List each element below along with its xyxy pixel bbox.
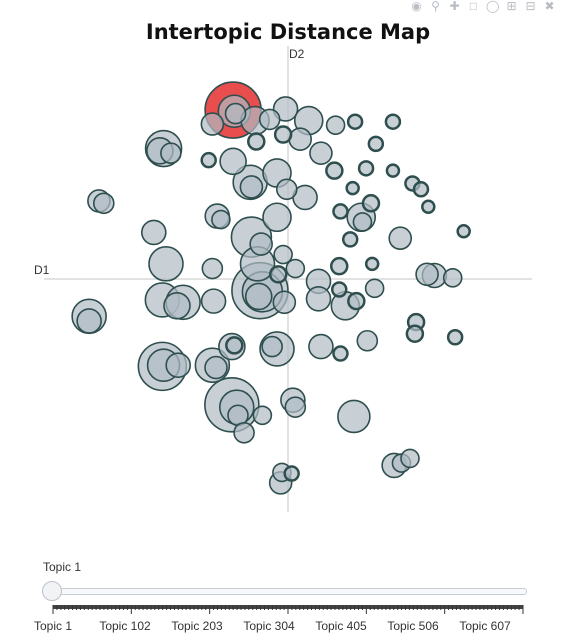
topic-bubble[interactable]: [364, 256, 380, 272]
zoom-in-icon[interactable]: ⊞: [506, 0, 517, 13]
y-axis-label: D2: [289, 47, 305, 61]
topic-bubble[interactable]: [76, 308, 102, 334]
lasso-icon[interactable]: ◯: [486, 0, 500, 13]
intertopic-map[interactable]: D1 D2: [0, 0, 564, 540]
topic-bubble[interactable]: [345, 180, 360, 196]
topic-bubble[interactable]: [405, 324, 425, 344]
topic-bubble[interactable]: [329, 256, 349, 276]
slider-ticks: [52, 605, 524, 614]
topic-bubble[interactable]: [262, 202, 292, 233]
topic-bubble[interactable]: [204, 355, 228, 380]
topic-bubble[interactable]: [283, 465, 300, 482]
topic-bubble[interactable]: [225, 336, 244, 355]
slider-current-label: Topic 1: [43, 560, 82, 574]
topic-bubble[interactable]: [332, 345, 349, 362]
topic-bubble[interactable]: [337, 399, 371, 434]
slider-tick-label[interactable]: Topic 506: [387, 619, 439, 633]
slider-tick-label[interactable]: Topic 203: [171, 619, 223, 633]
topic-bubble[interactable]: [249, 232, 273, 256]
topic-bubble[interactable]: [325, 161, 344, 180]
topic-bubble[interactable]: [252, 405, 273, 426]
topic-bubble[interactable]: [211, 209, 231, 230]
topic-bubble[interactable]: [200, 112, 225, 136]
topic-bubble[interactable]: [442, 268, 463, 288]
slider-tick-label[interactable]: Topic 405: [315, 619, 367, 633]
topic-bubble[interactable]: [421, 199, 436, 215]
topic-bubble[interactable]: [456, 223, 471, 239]
topic-bubble[interactable]: [258, 108, 281, 131]
topic-bubble[interactable]: [273, 125, 293, 144]
topic-bubble[interactable]: [412, 181, 430, 198]
topic-bubble[interactable]: [200, 151, 217, 169]
slider-tick-label[interactable]: Topic 304: [243, 619, 295, 633]
topic-bubble[interactable]: [309, 141, 333, 165]
topic-bubble[interactable]: [341, 231, 359, 248]
topic-bubble[interactable]: [268, 265, 288, 284]
topic-bubble[interactable]: [160, 142, 182, 164]
topic-slider-rail[interactable]: [43, 588, 527, 595]
topic-bubble[interactable]: [346, 113, 364, 130]
topic-bubble[interactable]: [385, 163, 401, 178]
topic-bubble[interactable]: [361, 194, 381, 213]
zoom-out-icon[interactable]: ⊟: [525, 0, 536, 13]
topic-bubble[interactable]: [165, 352, 191, 379]
box-select-icon[interactable]: □: [469, 0, 478, 13]
topic-bubble[interactable]: [356, 329, 379, 352]
slider-tick-label[interactable]: Topic 607: [459, 619, 511, 633]
topic-bubble[interactable]: [200, 288, 227, 314]
topic-bubble[interactable]: [219, 147, 247, 176]
slider-tick-label[interactable]: Topic 1: [33, 619, 73, 633]
topic-bubble[interactable]: [446, 329, 464, 346]
topic-bubble[interactable]: [364, 278, 385, 299]
topic-bubble[interactable]: [163, 291, 191, 320]
topic-bubble[interactable]: [141, 219, 167, 246]
topic-bubble[interactable]: [330, 281, 348, 298]
topic-slider-handle[interactable]: [42, 581, 62, 601]
topic-bubble[interactable]: [352, 212, 373, 232]
topic-bubble[interactable]: [285, 258, 306, 279]
topic-bubble[interactable]: [224, 102, 247, 125]
topic-bubbles[interactable]: [71, 81, 471, 495]
topic-bubble[interactable]: [92, 192, 115, 215]
topic-bubble[interactable]: [233, 421, 255, 444]
topic-bubble[interactable]: [284, 396, 307, 418]
topic-bubble[interactable]: [201, 257, 224, 280]
topic-bubble[interactable]: [261, 335, 283, 358]
topic-bubble[interactable]: [357, 160, 375, 177]
topic-bubble[interactable]: [400, 448, 420, 469]
topic-bubble[interactable]: [384, 113, 402, 130]
camera-icon[interactable]: ◉: [411, 0, 422, 13]
pan-icon[interactable]: ✚: [449, 0, 460, 13]
topic-bubble[interactable]: [388, 226, 413, 251]
topic-bubble[interactable]: [305, 286, 332, 312]
slider-tick-label[interactable]: Topic 102: [99, 619, 151, 633]
topic-bubble[interactable]: [244, 282, 273, 311]
plot-toolbar: ◉ ⚲ ✚ □ ◯ ⊞ ⊟ ✖: [410, 0, 556, 14]
autoscale-icon[interactable]: ✖: [544, 0, 555, 13]
topic-bubble[interactable]: [275, 178, 298, 201]
topic-bubble[interactable]: [332, 203, 349, 220]
topic-bubble[interactable]: [247, 132, 266, 151]
topic-bubble[interactable]: [272, 96, 299, 122]
topic-bubble[interactable]: [288, 127, 313, 151]
topic-bubble[interactable]: [325, 115, 346, 136]
topic-bubble[interactable]: [239, 175, 264, 199]
topic-bubble[interactable]: [273, 244, 293, 265]
topic-bubble[interactable]: [415, 262, 439, 287]
topic-bubble[interactable]: [347, 291, 366, 311]
topic-bubble[interactable]: [308, 333, 334, 360]
topic-bubble[interactable]: [148, 246, 184, 282]
topic-bubble[interactable]: [367, 135, 385, 153]
zoom-icon[interactable]: ⚲: [431, 0, 440, 13]
chart-title: Intertopic Distance Map: [145, 20, 431, 44]
x-axis-label: D1: [34, 263, 50, 277]
topic-bubble[interactable]: [272, 290, 297, 315]
